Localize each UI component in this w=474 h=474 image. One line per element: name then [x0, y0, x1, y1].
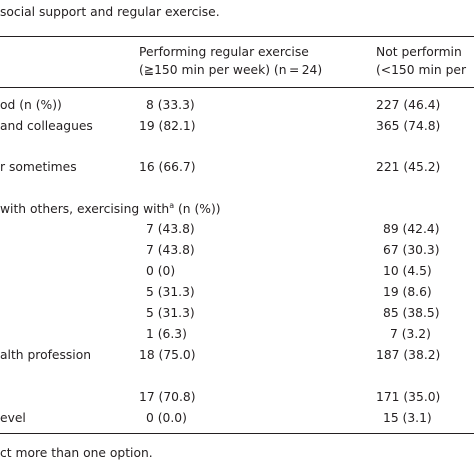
row-label: alth profession — [0, 348, 92, 362]
column-header-line-2: (≧150 min per week) (n = 24) — [139, 63, 323, 77]
table-cell: 85 (38.5) — [383, 306, 440, 320]
table-footnote: ct more than one option. — [0, 446, 153, 460]
table-cell: 7 (43.8) — [146, 243, 195, 257]
table-cell: 15 (3.1) — [383, 411, 432, 425]
column-header-line-1: Performing regular exercise — [139, 45, 309, 59]
table-cell: 227 (46.4) — [376, 98, 441, 112]
table-cell: 67 (30.3) — [383, 243, 440, 257]
table-cell: 19 (8.6) — [383, 285, 432, 299]
header-rule — [0, 87, 474, 88]
table-cell: 187 (38.2) — [376, 348, 441, 362]
column-header-line-1: Not performin — [376, 45, 462, 59]
row-label: r sometimes — [0, 160, 77, 174]
table-cell: 5 (31.3) — [146, 285, 195, 299]
table-cell: 5 (31.3) — [146, 306, 195, 320]
column-header-line-2: (<150 min per — [376, 63, 467, 77]
table-cell: 7 (43.8) — [146, 222, 195, 236]
top-rule — [0, 36, 474, 37]
row-label: and colleagues — [0, 119, 93, 133]
bottom-rule — [0, 433, 474, 434]
table-cell: 171 (35.0) — [376, 390, 441, 404]
table-cell: 18 (75.0) — [139, 348, 196, 362]
row-label-text: with others, exercising with — [0, 202, 170, 217]
row-label: with others, exercising witha (n (%)) — [0, 201, 221, 216]
row-label-suffix: (n (%)) — [174, 202, 221, 217]
column-header-no-regular-exercise: Not performin (<150 min per — [376, 43, 466, 79]
table-cell: 89 (42.4) — [383, 222, 440, 236]
table-cell: 365 (74.8) — [376, 119, 441, 133]
row-label: evel — [0, 411, 26, 425]
table-cell: 0 (0.0) — [146, 411, 187, 425]
table-cell: 0 (0) — [146, 264, 176, 278]
table-cell: 221 (45.2) — [376, 160, 441, 174]
table-caption: social support and regular exercise. — [0, 5, 220, 19]
footnote-marker: a — [169, 201, 175, 210]
row-label: od (n (%)) — [0, 98, 62, 112]
table-cell: 8 (33.3) — [146, 98, 195, 112]
table-cell: 16 (66.7) — [139, 160, 196, 174]
table-cell: 17 (70.8) — [139, 390, 196, 404]
table-cell: 19 (82.1) — [139, 119, 196, 133]
table-cell: 7 (3.2) — [390, 327, 431, 341]
table-cell: 10 (4.5) — [383, 264, 432, 278]
column-header-regular-exercise: Performing regular exercise (≧150 min pe… — [139, 43, 322, 79]
table-cell: 1 (6.3) — [146, 327, 187, 341]
